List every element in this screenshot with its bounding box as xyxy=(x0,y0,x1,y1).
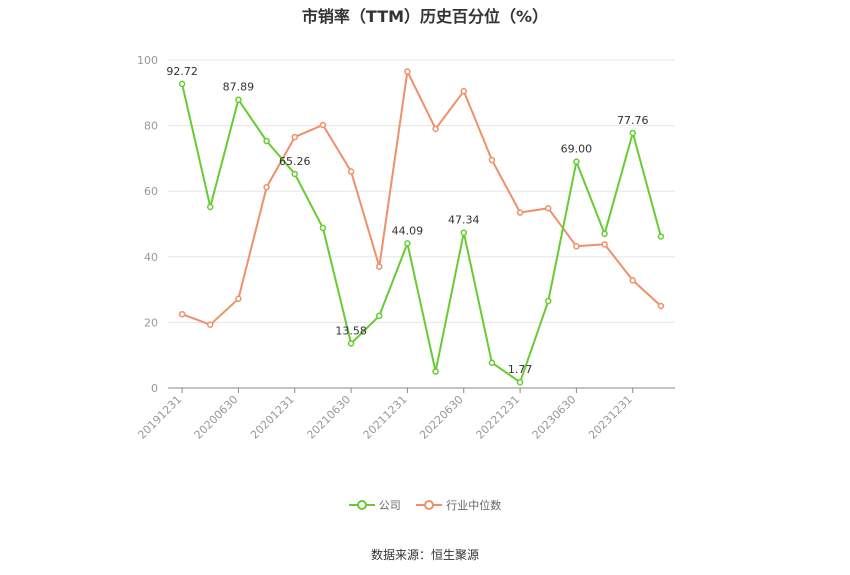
data-point-company xyxy=(545,297,552,305)
data-point-industry xyxy=(263,184,270,191)
x-tick-label: 20200630 xyxy=(192,393,241,442)
data-point-industry xyxy=(601,241,608,248)
legend: 公司 行业中位数 xyxy=(0,497,850,515)
data-point-industry xyxy=(573,243,580,250)
data-point-company xyxy=(263,137,270,145)
data-point-company xyxy=(235,96,242,103)
data-point-company xyxy=(207,203,214,211)
x-tick-label: 20220630 xyxy=(417,393,466,442)
data-point-industry xyxy=(657,302,665,310)
data-point-company xyxy=(488,359,496,366)
series-line-industry xyxy=(181,70,662,326)
x-tick-label: 20210630 xyxy=(304,393,353,442)
y-tick-label: 20 xyxy=(144,316,158,329)
x-tick-label: 20211231 xyxy=(361,393,410,442)
data-label: 47.34 xyxy=(448,214,480,227)
legend-item-industry[interactable]: 行业中位数 xyxy=(416,497,501,513)
data-point-company xyxy=(516,378,524,386)
data-point-company xyxy=(432,368,439,375)
data-label: 92.72 xyxy=(166,65,198,78)
data-point-company xyxy=(629,129,636,137)
data-point-company xyxy=(657,233,665,240)
data-point-company xyxy=(376,312,383,320)
y-tick-label: 100 xyxy=(137,54,158,67)
legend-company-label: 公司 xyxy=(378,499,401,512)
y-tick-label: 0 xyxy=(151,382,158,395)
data-label: 65.26 xyxy=(279,155,311,168)
data-point-industry xyxy=(460,87,467,95)
x-tick-label: 20201231 xyxy=(248,393,297,442)
data-point-industry xyxy=(291,133,298,141)
data-point-industry xyxy=(404,68,411,75)
x-tick-label: 20191231 xyxy=(135,393,184,442)
x-tick-label: 20221231 xyxy=(473,393,522,442)
data-point-industry xyxy=(432,125,439,133)
chart-title: 市销率（TTM）历史百分位（%） xyxy=(301,7,549,26)
data-source: 数据来源：恒生聚源 xyxy=(370,548,479,562)
data-point-company xyxy=(573,158,580,165)
data-point-company xyxy=(178,80,186,88)
y-tick-label: 80 xyxy=(144,120,158,133)
data-label: 13.58 xyxy=(335,324,367,337)
data-label: 69.00 xyxy=(561,143,593,156)
series-line-company xyxy=(181,83,662,384)
data-point-industry xyxy=(488,156,496,164)
data-point-industry xyxy=(347,168,355,175)
data-point-company xyxy=(460,229,467,236)
data-point-industry xyxy=(545,205,552,212)
y-tick-label: 60 xyxy=(144,185,158,198)
data-point-industry xyxy=(319,121,327,129)
data-point-industry xyxy=(178,310,186,318)
data-label: 87.89 xyxy=(223,81,255,94)
data-point-industry xyxy=(376,263,383,270)
data-point-industry xyxy=(516,209,524,216)
y-tick-label: 40 xyxy=(144,251,158,264)
legend-company-marker xyxy=(348,498,375,512)
data-point-company xyxy=(347,340,355,347)
x-tick-label: 20231231 xyxy=(586,393,635,442)
data-label: 77.76 xyxy=(617,114,649,127)
data-point-company xyxy=(601,230,608,238)
data-point-industry xyxy=(629,277,636,284)
x-tick-label: 20230630 xyxy=(530,393,579,442)
legend-item-company[interactable]: 公司 xyxy=(348,497,401,513)
data-point-company xyxy=(291,170,298,178)
data-label: 1.77 xyxy=(508,363,533,376)
data-point-company xyxy=(319,224,327,232)
data-point-company xyxy=(404,240,411,247)
data-point-industry xyxy=(207,321,214,328)
data-point-industry xyxy=(235,295,242,303)
data-label: 44.09 xyxy=(392,224,424,237)
legend-industry-label: 行业中位数 xyxy=(446,499,502,512)
legend-industry-marker xyxy=(416,498,443,512)
